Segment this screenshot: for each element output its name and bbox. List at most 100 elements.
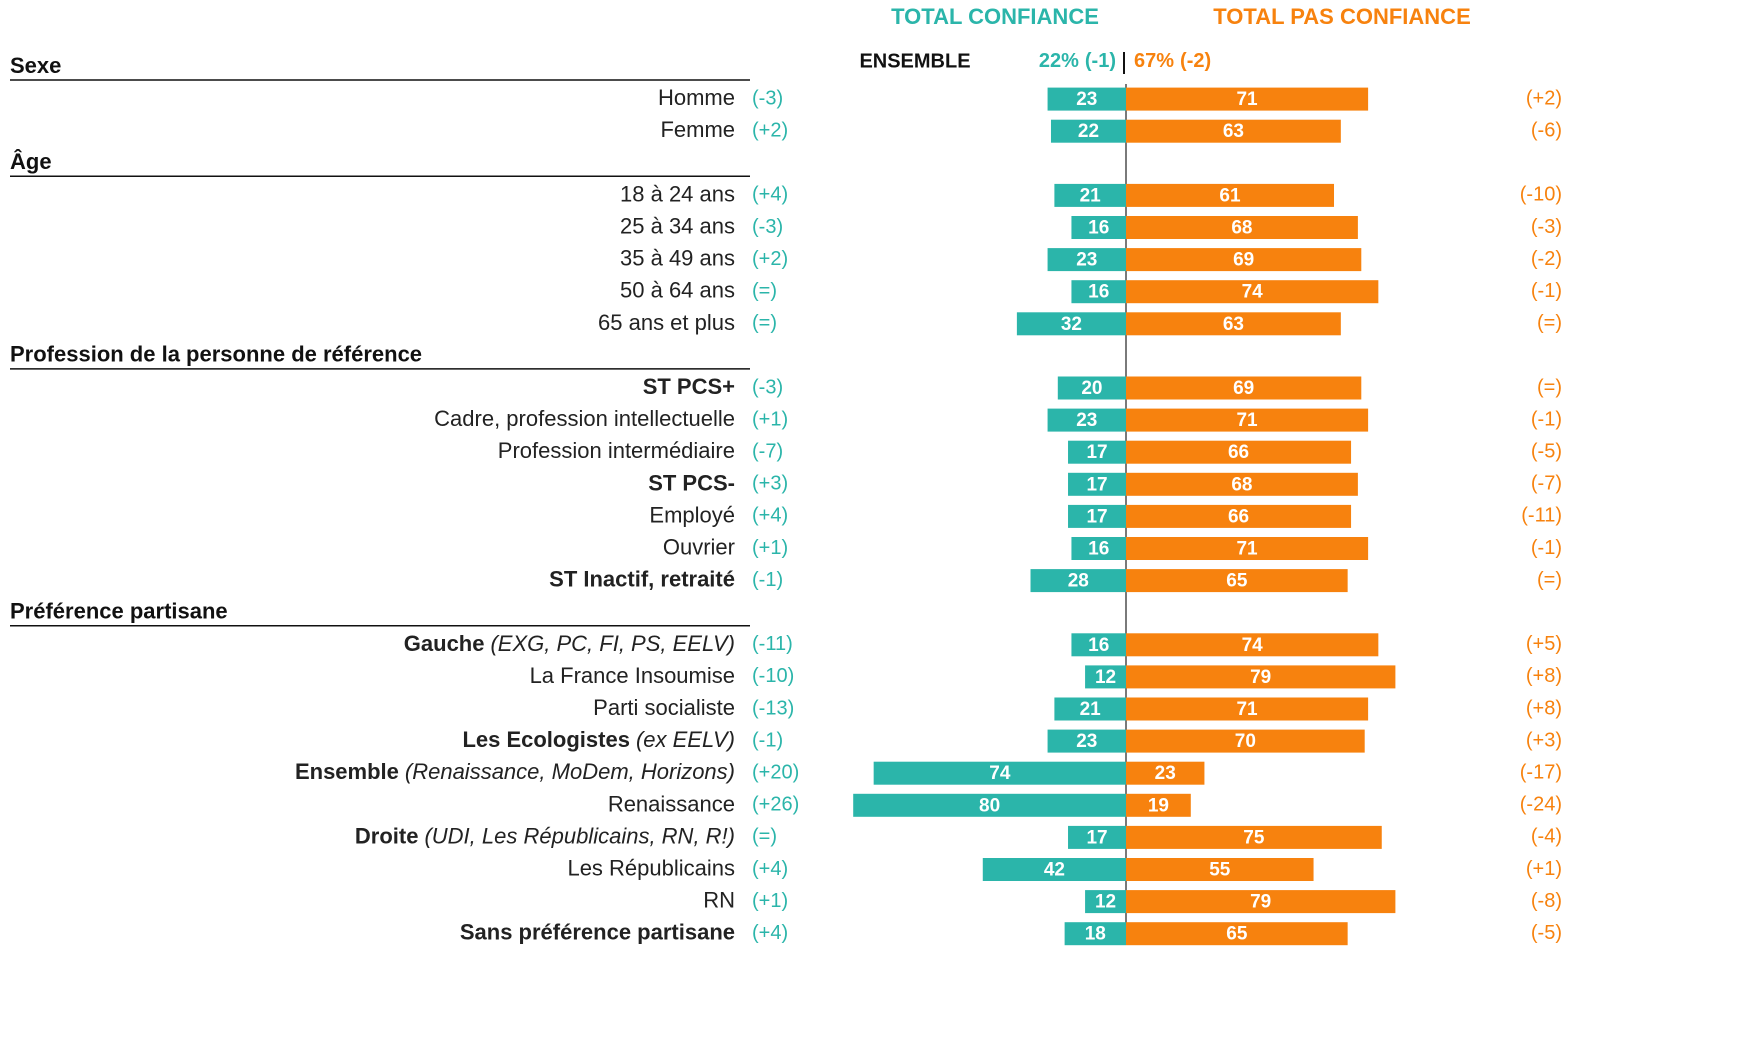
row-label-main: Employé — [649, 502, 735, 527]
change-pas-confiance: (-4) — [1531, 826, 1562, 848]
row-label-main: Cadre, profession intellectuelle — [434, 406, 735, 431]
value-label: 70 — [1235, 731, 1256, 752]
row-label-main: Renaissance — [608, 791, 735, 816]
bar-pas-confiance — [1126, 312, 1341, 336]
row-label: Ouvrier — [663, 534, 735, 559]
row-label: 25 à 34 ans — [620, 213, 735, 238]
value-label: 16 — [1088, 282, 1109, 303]
section-title: Profession de la personne de référence — [10, 342, 422, 367]
change-confiance: (+4) — [752, 858, 788, 880]
overall-value: 22% — [1039, 50, 1079, 72]
value-label: 66 — [1228, 442, 1249, 463]
bar-confiance — [1047, 729, 1126, 753]
value-label: 22 — [1078, 121, 1099, 142]
row-label-main: La France Insoumise — [530, 663, 735, 688]
change-pas-confiance: (-17) — [1520, 761, 1562, 783]
value-label: 71 — [1236, 699, 1258, 720]
value-label: 74 — [1242, 635, 1264, 656]
row-label-main: Droite — [355, 823, 419, 848]
change-confiance: (=) — [752, 280, 777, 302]
bar-pas-confiance — [1126, 183, 1335, 207]
row-label: Profession intermédiaire — [498, 438, 735, 463]
row-label-main: Ouvrier — [663, 534, 735, 559]
change-confiance: (+26) — [752, 794, 799, 816]
bar-pas-confiance — [1126, 216, 1358, 239]
bar-confiance — [1054, 697, 1126, 721]
value-label: 74 — [1242, 282, 1264, 303]
value-label: 23 — [1076, 731, 1097, 752]
value-label: 66 — [1228, 506, 1249, 527]
bar-pas-confiance — [1126, 697, 1369, 721]
value-label: 68 — [1231, 474, 1252, 495]
value-label: 18 — [1085, 924, 1106, 945]
value-label: 20 — [1081, 378, 1102, 399]
section-title: Âge — [10, 149, 52, 174]
row-label: Ensemble (Renaissance, MoDem, Horizons) — [295, 759, 735, 784]
row-label: ST Inactif, retraité — [549, 566, 735, 591]
bar-pas-confiance — [1126, 665, 1396, 689]
row-label: Les Républicains — [567, 855, 735, 880]
row-label: Gauche (EXG, PC, FI, PS, EELV) — [404, 631, 735, 656]
row-label-main: Parti socialiste — [593, 695, 735, 720]
row-label: ST PCS- — [648, 470, 735, 495]
value-label: 16 — [1088, 635, 1109, 656]
bar-confiance — [1047, 87, 1126, 111]
bar-pas-confiance — [1126, 858, 1314, 881]
value-label: 17 — [1086, 474, 1107, 495]
change-confiance: (-1) — [752, 569, 783, 591]
bar-pas-confiance — [1126, 119, 1341, 143]
bar-confiance — [873, 761, 1126, 785]
bar-confiance — [853, 793, 1126, 817]
row-label: La France Insoumise — [530, 663, 735, 688]
bar-pas-confiance — [1126, 472, 1358, 496]
change-confiance: (+1) — [752, 408, 788, 430]
change-pas-confiance: (-24) — [1520, 794, 1562, 816]
change-pas-confiance: (-6) — [1531, 119, 1562, 141]
value-label: 23 — [1076, 89, 1097, 110]
bar-pas-confiance — [1126, 890, 1396, 914]
row-label: Cadre, profession intellectuelle — [434, 406, 735, 431]
change-pas-confiance: (+5) — [1526, 633, 1562, 655]
value-label: 61 — [1219, 185, 1241, 206]
bar-pas-confiance — [1126, 504, 1352, 528]
change-confiance: (+3) — [752, 473, 788, 495]
bar-pas-confiance — [1126, 825, 1382, 849]
value-label: 21 — [1080, 185, 1102, 206]
value-label: 71 — [1236, 410, 1258, 431]
change-confiance: (+4) — [752, 505, 788, 527]
bar-confiance — [1050, 119, 1126, 143]
row-label: Homme — [658, 85, 735, 110]
value-label: 69 — [1233, 250, 1254, 271]
bar-confiance — [1016, 312, 1126, 336]
bar-confiance — [1071, 537, 1126, 560]
row-label: Les Ecologistes (ex EELV) — [462, 727, 735, 752]
change-pas-confiance: (-2) — [1531, 248, 1562, 270]
change-confiance: (+20) — [752, 761, 799, 783]
bar-pas-confiance — [1126, 376, 1362, 400]
change-confiance: (+2) — [752, 119, 788, 141]
row-label: Droite (UDI, Les Républicains, RN, R!) — [355, 823, 735, 848]
bar-pas-confiance — [1126, 569, 1348, 593]
value-label: 12 — [1095, 667, 1116, 688]
bar-confiance — [1071, 216, 1126, 239]
row-label-main: RN — [703, 887, 735, 912]
change-confiance: (+4) — [752, 184, 788, 206]
value-label: 28 — [1068, 571, 1089, 592]
change-pas-confiance: (-5) — [1531, 440, 1562, 462]
bar-pas-confiance — [1126, 408, 1369, 432]
bar-confiance — [1071, 280, 1126, 304]
change-confiance: (-13) — [752, 697, 794, 719]
bar-pas-confiance — [1126, 440, 1352, 464]
bar-pas-confiance — [1126, 248, 1362, 272]
bar-confiance — [1071, 633, 1126, 657]
overall-label: ENSEMBLE — [859, 50, 970, 72]
row-label-note: (ex EELV) — [636, 727, 735, 752]
row-label: RN — [703, 887, 735, 912]
value-label: 74 — [989, 763, 1011, 784]
overall-pas-confiance: 67% (-2) — [1134, 50, 1211, 72]
change-confiance: (=) — [752, 312, 777, 334]
row-label-main: Profession intermédiaire — [498, 438, 735, 463]
value-label: 23 — [1076, 250, 1097, 271]
